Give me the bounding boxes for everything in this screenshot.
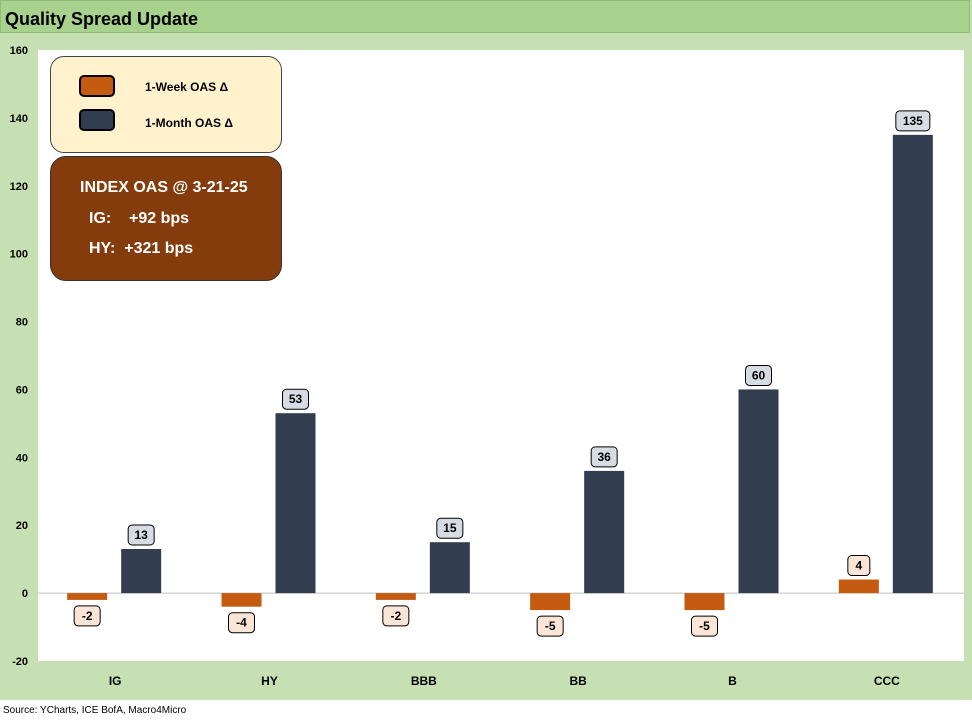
data-label-box: [436, 517, 464, 539]
index-oas-box: INDEX OAS @ 3-21-25 IG: +92 bps HY: +321…: [50, 156, 282, 281]
bar-month: [429, 542, 470, 594]
chart-svg: -20020406080100120140160IG-213HY-453BBB-…: [10, 45, 964, 688]
bar-month: [892, 134, 933, 594]
x-tick-label: IG: [109, 674, 122, 688]
data-label: 53: [289, 392, 303, 406]
x-tick-label: BB: [569, 674, 587, 688]
legend: 1-Week OAS Δ 1-Month OAS Δ: [50, 56, 282, 153]
index-oas-hy: HY: +321 bps: [89, 240, 194, 257]
x-tick-label: HY: [261, 674, 278, 688]
data-label-box: [536, 615, 564, 637]
source-note: Source: YCharts, ICE BofA, Macro4Micro: [3, 705, 187, 716]
y-tick-label: 160: [10, 45, 28, 57]
bar-week: [684, 593, 725, 611]
bar-month: [584, 470, 625, 594]
data-label: -2: [390, 609, 401, 623]
data-label-box: [745, 364, 772, 386]
bar-month: [121, 548, 162, 594]
title-bar: Quality Spread Update: [0, 0, 970, 33]
bar-week: [375, 593, 416, 600]
y-tick-label: 0: [22, 588, 28, 600]
legend-swatch-month: [79, 109, 115, 131]
bar-week: [67, 593, 108, 600]
y-tick-label: 120: [10, 181, 28, 193]
data-label-box: [590, 446, 618, 468]
data-label: -4: [236, 616, 247, 630]
chart-frame: Quality Spread Update -20 0 20 40 60 80 100 120…: [0, 0, 972, 700]
bar-week: [530, 593, 571, 611]
bar-month: [738, 389, 779, 594]
legend-label-month: 1-Month OAS Δ: [145, 116, 233, 130]
data-label-box: [382, 605, 410, 627]
data-label: 60: [752, 368, 766, 382]
chart-title: Quality Spread Update: [5, 9, 199, 29]
index-oas-ig: IG: +92 bps: [89, 210, 190, 227]
data-label: 13: [134, 528, 148, 542]
data-label: 135: [903, 114, 923, 128]
y-tick-label: 140: [10, 113, 28, 125]
x-tick-label: BBB: [411, 674, 437, 688]
data-label-box: [127, 524, 155, 546]
bar-week: [221, 593, 262, 607]
x-tick-label: B: [728, 674, 737, 688]
y-tick-label: 20: [16, 520, 28, 532]
legend-label-week: 1-Week OAS Δ: [145, 80, 229, 94]
data-label: 36: [597, 450, 611, 464]
data-label-box: [895, 110, 931, 132]
data-label: -5: [699, 619, 710, 633]
data-label: 15: [443, 521, 457, 535]
y-tick-label: -20: [12, 656, 28, 668]
data-label-box: [691, 615, 718, 637]
data-label-box: [847, 555, 871, 577]
y-tick-label: 60: [16, 384, 28, 396]
index-oas-title: INDEX OAS @ 3-21-25: [80, 179, 248, 196]
bar-week: [838, 579, 879, 594]
data-label: -2: [82, 609, 93, 623]
data-label-box: [282, 388, 309, 410]
y-tick-label: 100: [10, 249, 28, 261]
data-label: 4: [855, 559, 862, 573]
y-tick-label: 80: [16, 317, 28, 329]
data-label-box: [228, 612, 255, 634]
data-label-box: [73, 605, 101, 627]
data-label: -5: [545, 619, 556, 633]
x-tick-label: CCC: [874, 674, 900, 688]
legend-swatch-week: [79, 75, 115, 97]
bar-month: [275, 413, 316, 594]
y-tick-label: 40: [16, 452, 28, 464]
